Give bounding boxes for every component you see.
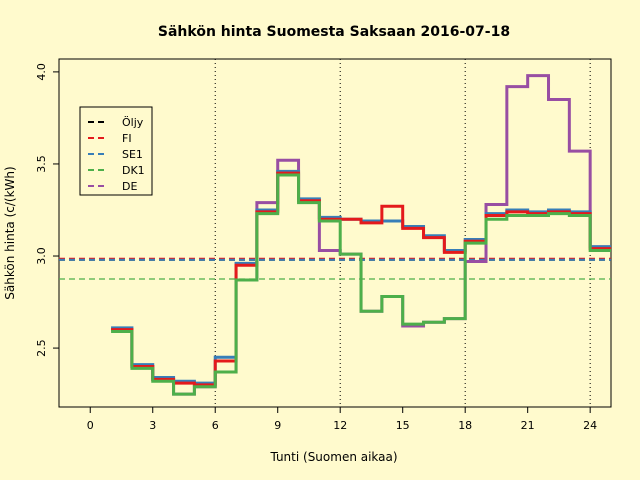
y-axis-label: Sähkön hinta (c/(kWh) <box>3 166 17 299</box>
legend-label-0: Öljy <box>122 116 144 129</box>
legend-label-4: DE <box>122 180 137 193</box>
step-line-dk1 <box>111 173 611 396</box>
vertical-reference-lines <box>214 59 591 407</box>
plot-frame <box>58 58 612 408</box>
legend-label-3: DK1 <box>122 164 145 177</box>
price-series <box>111 74 611 396</box>
reference-price-lines <box>59 257 611 280</box>
y-axis: 2.5 3.0 3.5 4.0 <box>35 63 59 357</box>
x-tick-label-21: 21 <box>521 419 535 432</box>
x-tick-label-3: 3 <box>149 419 156 432</box>
legend-label-2: SE1 <box>122 148 143 161</box>
x-tick-label-18: 18 <box>458 419 472 432</box>
x-tick-label-24: 24 <box>583 419 597 432</box>
step-line-fi <box>111 171 611 387</box>
chart-title: Sähkön hinta Suomesta Saksaan 2016-07-18 <box>158 24 510 40</box>
x-tick-label-12: 12 <box>333 419 347 432</box>
y-tick-label-3.5: 3.5 <box>35 155 48 173</box>
x-tick-label-9: 9 <box>274 419 281 432</box>
legend: Öljy FI SE1 DK1 DE <box>79 106 153 196</box>
legend-label-1: FI <box>122 132 132 145</box>
y-tick-label-2.5: 2.5 <box>35 339 48 357</box>
step-line-de <box>111 74 611 396</box>
x-tick-label-0: 0 <box>87 419 94 432</box>
x-axis: 0 3 6 9 12 15 18 21 24 <box>87 407 597 432</box>
y-tick-label-3: 3.0 <box>35 247 48 265</box>
x-tick-label-6: 6 <box>212 419 219 432</box>
x-tick-label-15: 15 <box>396 419 410 432</box>
y-tick-label-4: 4.0 <box>35 63 48 81</box>
x-axis-label: Tunti (Suomen aikaa) <box>269 450 397 464</box>
